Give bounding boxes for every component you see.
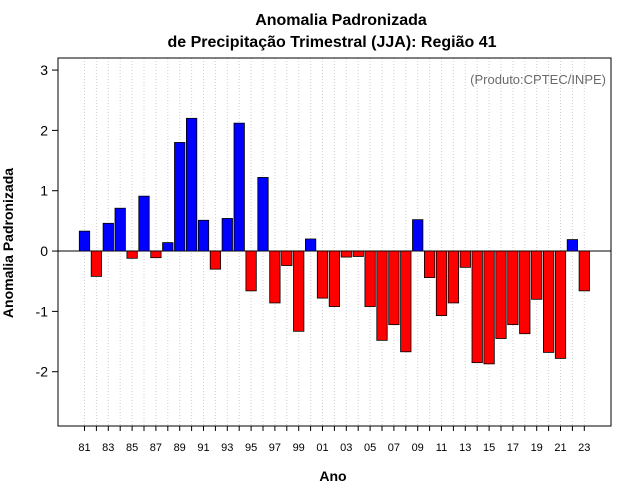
bar-14 bbox=[471, 250, 483, 364]
bar-06 bbox=[376, 250, 388, 341]
bar-18 bbox=[519, 250, 531, 335]
x-tick-label: 85 bbox=[126, 442, 138, 454]
credit-label: (Produto:CPTEC/INPE) bbox=[470, 72, 606, 87]
x-tick-label: 17 bbox=[507, 442, 519, 454]
bar-22 bbox=[566, 239, 579, 252]
bar-21 bbox=[554, 250, 567, 359]
bar-05 bbox=[364, 250, 376, 307]
chart-title: Anomalia Padronizada bbox=[255, 12, 427, 29]
x-tick-label: 15 bbox=[483, 442, 495, 454]
y-tick-label: 1 bbox=[40, 183, 48, 199]
bar-82 bbox=[90, 250, 102, 277]
x-tick-label: 89 bbox=[174, 442, 186, 454]
bar-83 bbox=[102, 222, 114, 252]
x-tick-label: 09 bbox=[412, 442, 424, 454]
bar-03 bbox=[340, 250, 352, 258]
bar-17 bbox=[507, 250, 519, 326]
y-tick-label: 0 bbox=[40, 243, 48, 259]
bar-84 bbox=[114, 207, 126, 252]
x-tick-label: 23 bbox=[578, 442, 590, 454]
x-tick-label: 01 bbox=[316, 442, 328, 454]
bar-90 bbox=[185, 117, 198, 252]
bar-85 bbox=[126, 250, 138, 259]
x-tick-label: 97 bbox=[269, 442, 281, 454]
bar-88 bbox=[162, 242, 174, 252]
y-axis-title: Anomalia Padronizada bbox=[0, 168, 16, 318]
x-tick-label: 07 bbox=[388, 442, 400, 454]
bar-98 bbox=[281, 250, 293, 266]
bar-04 bbox=[352, 250, 364, 257]
x-tick-label: 83 bbox=[102, 442, 114, 454]
bar-81 bbox=[78, 230, 91, 252]
x-tick-label: 95 bbox=[245, 442, 257, 454]
bar-20 bbox=[543, 250, 555, 353]
x-tick-label: 87 bbox=[150, 442, 162, 454]
bar-15 bbox=[483, 250, 495, 365]
bar-94 bbox=[233, 122, 245, 252]
bar-09 bbox=[412, 219, 424, 252]
x-tick-label: 13 bbox=[459, 442, 471, 454]
bar-96 bbox=[257, 177, 269, 252]
bar-12 bbox=[447, 250, 460, 304]
bar-86 bbox=[138, 195, 150, 252]
bar-89 bbox=[174, 142, 186, 252]
bar-87 bbox=[150, 250, 162, 259]
y-tick-label: 3 bbox=[40, 62, 48, 78]
bar-19 bbox=[531, 250, 543, 300]
chart-subtitle: de Precipitação Trimestral (JJA): Região… bbox=[167, 34, 496, 51]
bar-92 bbox=[209, 250, 221, 270]
x-tick-label: 03 bbox=[340, 442, 352, 454]
y-tick-label: -1 bbox=[36, 303, 49, 319]
bar-93 bbox=[221, 218, 233, 252]
y-tick-label: 2 bbox=[40, 122, 48, 138]
x-tick-label: 21 bbox=[554, 442, 566, 454]
bar-95 bbox=[245, 250, 257, 292]
bar-99 bbox=[293, 250, 305, 332]
bar-08 bbox=[400, 250, 412, 353]
x-tick-label: 81 bbox=[78, 442, 90, 454]
bar-11 bbox=[435, 250, 448, 316]
bar-13 bbox=[459, 250, 471, 268]
x-tick-label: 99 bbox=[293, 442, 305, 454]
bar-91 bbox=[197, 219, 210, 252]
bar-97 bbox=[269, 250, 281, 304]
bar-01 bbox=[316, 250, 329, 299]
bar-16 bbox=[495, 250, 507, 339]
x-tick-label: 93 bbox=[221, 442, 233, 454]
bar-23 bbox=[578, 250, 590, 292]
bar-10 bbox=[423, 250, 436, 278]
bar-07 bbox=[388, 250, 400, 326]
x-tick-label: 19 bbox=[531, 442, 543, 454]
x-axis: 81 83 85 87 89 91 93 95 97 99 01 03 05 07 09 11 13 15 17 19… bbox=[78, 426, 590, 454]
bar-02 bbox=[328, 250, 341, 307]
y-tick-label: -2 bbox=[36, 364, 49, 380]
bar-00 bbox=[304, 238, 317, 252]
x-axis-title: Ano bbox=[319, 468, 346, 484]
bars bbox=[78, 117, 590, 365]
x-tick-label: 11 bbox=[436, 442, 447, 454]
x-tick-label: 91 bbox=[197, 442, 209, 454]
grid-lines bbox=[84, 58, 585, 426]
x-tick-label: 05 bbox=[364, 442, 376, 454]
y-axis: -2 -1 0 1 2 3 bbox=[36, 62, 58, 380]
